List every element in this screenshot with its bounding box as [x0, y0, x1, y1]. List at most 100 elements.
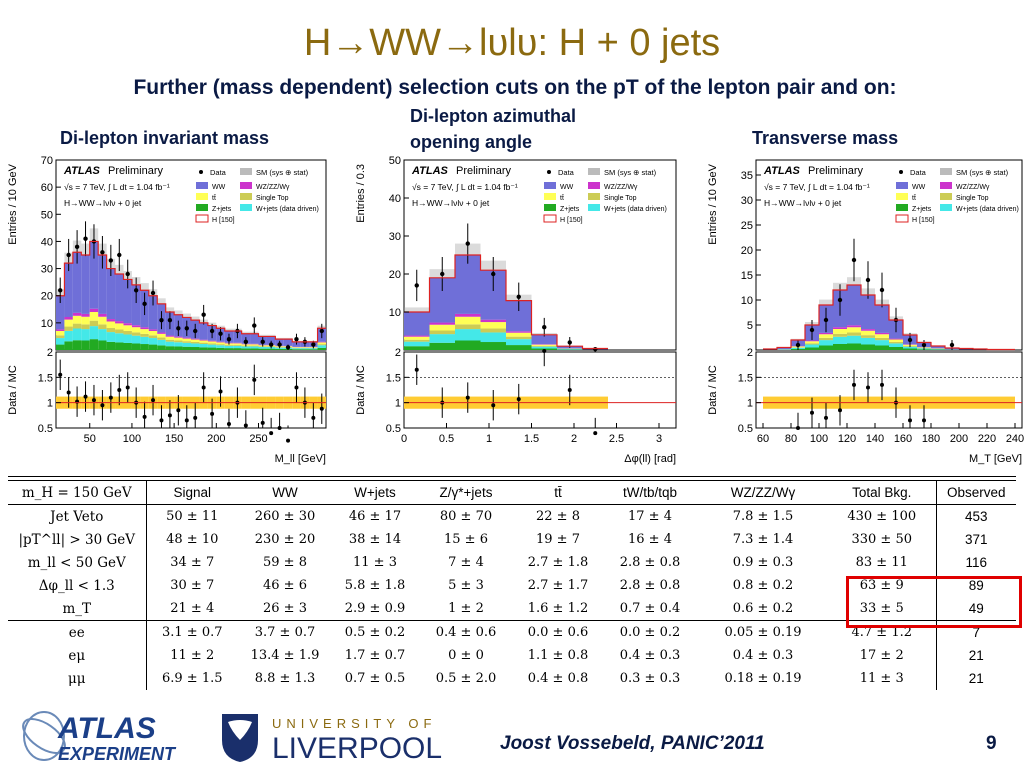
ratio-point — [866, 385, 870, 390]
stack-bar-wj — [404, 341, 430, 347]
data-point — [201, 312, 206, 317]
data-point — [921, 342, 927, 348]
table-cell: 116 — [935, 551, 1016, 574]
stack-bar-wz — [480, 319, 506, 323]
data-point — [294, 336, 299, 342]
ratio-point — [151, 398, 156, 403]
stack-bar-wz — [861, 329, 875, 331]
legend-atlas: ATLAS — [63, 165, 101, 177]
table-rule-top-2 — [8, 480, 1016, 481]
table-cell: 0.05 ± 0.19 — [698, 620, 828, 644]
stack-bar-zj — [250, 348, 259, 350]
stack-bar-zj — [165, 346, 175, 350]
ratio-point — [201, 385, 206, 390]
stack-bar-tt — [889, 339, 903, 342]
stack-bar-wj — [56, 338, 65, 345]
stack-bar-wz — [56, 329, 65, 331]
sys-band — [258, 334, 267, 337]
y-tick-label: 25 — [741, 220, 753, 232]
stack-bar-zj — [123, 342, 132, 350]
legend-atlas: ATLAS — [763, 165, 801, 177]
y-tick-label: 20 — [741, 245, 753, 257]
sys-band — [224, 328, 234, 331]
stack-bar-tt — [106, 321, 116, 329]
data-point — [837, 297, 843, 303]
stack-bar-wj — [98, 329, 107, 341]
stack-bar-st — [165, 339, 175, 342]
table-cell: 2.9 ± 0.9 — [344, 601, 406, 616]
legend-entry: H [150] — [912, 217, 935, 224]
table-cell: 1 ± 2 — [448, 601, 484, 616]
data-point — [108, 258, 114, 263]
ratio-point — [414, 367, 419, 372]
stack-bar-ww — [123, 279, 132, 324]
table-header-cell: m_H = 150 GeV — [8, 481, 147, 505]
data-point — [567, 340, 572, 345]
stack-bar-wj — [889, 343, 903, 347]
table-cell: 230 ± 20 — [254, 532, 316, 547]
ratio-point — [294, 385, 299, 390]
ratio-point — [922, 418, 926, 423]
y-tick-label: 40 — [389, 193, 401, 205]
legend-entry: WZ/ZZ/Wγ — [956, 184, 990, 191]
legend-preliminary: Preliminary — [808, 165, 864, 177]
stack-bar-zj — [131, 343, 141, 350]
table-cell: 6.9 ± 1.5 — [161, 671, 223, 686]
ratio-point — [66, 390, 71, 395]
stack-bar-ww — [106, 268, 116, 320]
stack-bar-wz — [233, 342, 242, 344]
stack-bar-st — [404, 339, 430, 342]
stack-bar-wj — [300, 348, 310, 350]
stack-bar-st — [233, 344, 242, 346]
ratio-point — [91, 398, 96, 403]
table-cell: 7 ± 4 — [448, 555, 484, 570]
table-cell: 2.8 ± 0.8 — [619, 555, 681, 570]
legend-entry: Single Top — [604, 195, 637, 202]
stack-bar-wz — [207, 340, 217, 342]
table-header-cell: tW/tb/tqb — [602, 481, 698, 505]
stack-bar-wz — [199, 339, 208, 341]
data-point — [542, 325, 547, 330]
ratio-point — [542, 348, 547, 353]
x-tick-label: 140 — [866, 433, 884, 445]
stack-bar-wj — [805, 344, 819, 348]
table-cell: 46 ± 6 — [263, 578, 307, 593]
data-point — [193, 328, 198, 334]
table-cell: 0.5 ± 2.0 — [435, 671, 497, 686]
stack-bar-wz — [429, 322, 455, 325]
stack-bar-zj — [224, 348, 234, 350]
higgs-line — [404, 254, 608, 350]
table-cell: 8.8 ± 1.3 — [254, 671, 316, 686]
sys-band — [140, 283, 149, 291]
stack-bar-ww — [931, 346, 945, 349]
ratio-y-axis-label: Data / MC — [7, 365, 19, 415]
stack-bar-tt — [805, 341, 819, 344]
legend-swatch — [588, 182, 600, 189]
stack-bar-wj — [165, 341, 175, 347]
data-point — [491, 271, 496, 277]
sys-band — [182, 313, 191, 318]
table-row: Δφ_ll < 1.3 30 ± 7 46 ± 6 5.8 ± 1.8 5 ± 3 2.7… — [8, 574, 1016, 597]
legend-entry: Single Top — [956, 195, 989, 202]
legend-swatch — [940, 193, 952, 200]
stack-bar-wz — [191, 338, 200, 340]
stack-bar-zj — [404, 346, 430, 350]
stack-bar-wz — [889, 338, 903, 340]
legend-swatch — [940, 204, 952, 211]
sys-band — [157, 298, 166, 304]
table-cell: 0.4 ± 0.3 — [619, 648, 681, 663]
table-cell: 50 ± 11 — [166, 509, 219, 524]
sys-band — [216, 325, 225, 329]
legend-swatch — [196, 204, 208, 211]
legend-entry: W+jets (data driven) — [956, 206, 1019, 213]
stack-bar-ww — [847, 285, 861, 326]
table-cell: 0.6 ± 0.2 — [732, 601, 794, 616]
stack-bar-ww — [861, 295, 875, 330]
stack-bar-wz — [72, 312, 82, 316]
legend-entry: SM (sys ⊕ stat) — [956, 168, 1009, 177]
stack-bar-zj — [106, 341, 116, 350]
legend-swatch — [543, 214, 557, 223]
stack-bar-tt — [174, 337, 183, 341]
svg-text:LIVERPOOL: LIVERPOOL — [272, 732, 442, 765]
ratio-point — [593, 431, 598, 436]
